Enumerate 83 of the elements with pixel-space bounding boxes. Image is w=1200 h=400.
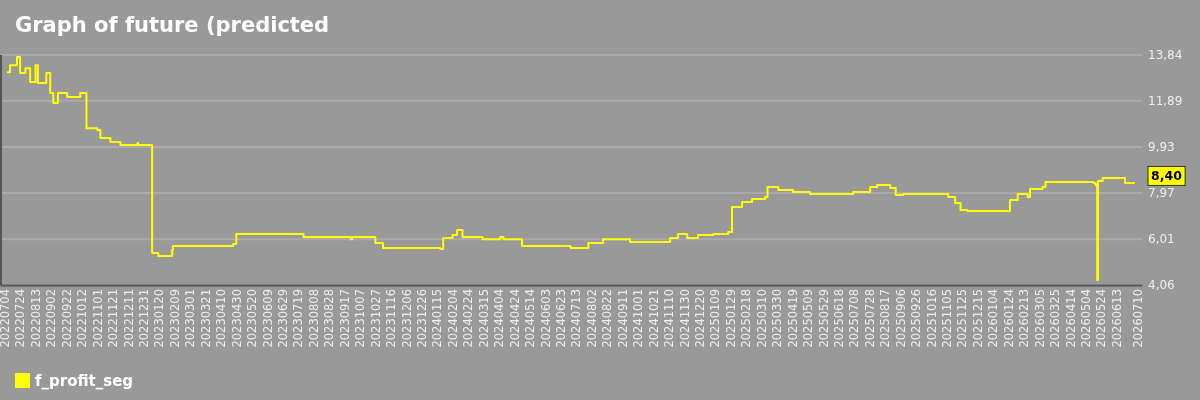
x-tick-label: 20241130	[677, 289, 692, 348]
x-tick-label: 20230209	[167, 289, 182, 348]
x-tick-label: 20250330	[770, 289, 785, 348]
x-tick-label: 20240315	[476, 289, 491, 348]
x-tick-label: 20241220	[692, 289, 707, 348]
x-tick-label: 20231116	[384, 289, 399, 348]
x-tick-label: 20250419	[785, 289, 800, 348]
x-tick-label: 20260710	[1130, 289, 1145, 348]
x-tick-label: 20230520	[245, 289, 260, 348]
x-tick-label: 20230629	[276, 289, 290, 348]
x-tick-label: 20220724	[13, 289, 28, 348]
y-tick-label: 11,89	[1148, 94, 1183, 109]
x-tick-label: 20221121	[106, 289, 121, 348]
x-tick-label: 20230828	[322, 289, 337, 348]
x-tick-label: 20260414	[1063, 289, 1078, 348]
x-tick-label: 20230301	[183, 289, 198, 348]
x-tick-label: 20260213	[1017, 289, 1032, 348]
x-tick-label: 20240802	[584, 289, 599, 348]
x-tick-label: 20230808	[306, 289, 321, 348]
x-tick-label: 20231007	[353, 289, 368, 348]
x-tick-label: 20251105	[940, 289, 955, 348]
x-tick-label: 20240822	[600, 289, 615, 348]
x-tick-label: 20240424	[507, 289, 522, 348]
x-tick-label: 20241110	[662, 289, 677, 348]
x-tick-label: 20250817	[878, 289, 893, 348]
y-tick-label: 13,84	[1148, 48, 1183, 63]
x-tick-label: 20260325	[1048, 289, 1063, 348]
x-tick-label: 20230917	[337, 289, 352, 348]
x-tick-label: 20220704	[0, 289, 13, 348]
x-tick-label: 20240204	[445, 289, 460, 348]
x-tick-label: 20230609	[260, 289, 275, 348]
x-tick-label: 20251016	[924, 289, 939, 348]
legend-label: f_profit_seg	[35, 371, 134, 390]
x-tick-label: 20241021	[646, 289, 661, 348]
x-tick-label: 20260104	[986, 289, 1001, 348]
x-tick-label: 20221211	[121, 289, 136, 348]
x-tick-label: 20251215	[970, 289, 985, 348]
x-tick-label: 20260504	[1079, 289, 1094, 348]
x-tick-label: 20250926	[909, 289, 924, 348]
x-tick-label: 20230430	[229, 289, 244, 348]
chart-title: Graph of future (predicted	[15, 13, 330, 37]
y-tick-label: 4,06	[1148, 278, 1175, 293]
x-tick-label: 20231206	[399, 289, 414, 348]
x-tick-label: 20240623	[553, 289, 568, 348]
value-label: 8,40	[1147, 165, 1186, 186]
x-tick-label: 20240911	[615, 289, 630, 348]
x-tick-label: 20250509	[801, 289, 816, 348]
x-tick-label: 20250728	[862, 289, 877, 348]
x-tick-label: 20240514	[523, 289, 538, 348]
x-tick-label: 20221101	[90, 289, 105, 348]
x-tick-label: 20260124	[1001, 289, 1016, 348]
x-tick-label: 20220902	[44, 289, 59, 348]
x-tick-label: 20220813	[28, 289, 43, 348]
y-tick-label: 7,97	[1148, 186, 1175, 201]
x-tick-label: 20230321	[198, 289, 213, 348]
x-tick-label: 20260524	[1094, 289, 1109, 348]
x-tick-label: 20240115	[430, 289, 445, 348]
x-tick-label: 20250618	[831, 289, 846, 348]
x-tick-label: 20231226	[414, 289, 429, 348]
x-tick-label: 20240224	[461, 289, 476, 348]
x-tick-label: 20230410	[214, 289, 229, 348]
x-tick-label: 20230719	[291, 289, 306, 348]
x-tick-label: 20231027	[368, 289, 383, 348]
x-tick-label: 20220922	[59, 289, 74, 348]
y-tick-label: 6,01	[1148, 232, 1175, 247]
x-tick-label: 20250708	[847, 289, 862, 348]
x-tick-label: 20260305	[1032, 289, 1047, 348]
x-tick-label: 20221012	[75, 289, 90, 348]
x-tick-label: 20250218	[739, 289, 754, 348]
x-tick-label: 20260613	[1109, 289, 1124, 348]
x-tick-label: 20250109	[708, 289, 723, 348]
x-tick-label: 20250529	[816, 289, 831, 348]
x-tick-label: 20221231	[137, 289, 152, 348]
x-tick-label: 20250129	[723, 289, 738, 348]
x-tick-label: 20250310	[754, 289, 769, 348]
x-tick-label: 20241001	[631, 289, 646, 348]
x-tick-label: 20240603	[538, 289, 553, 348]
x-tick-label: 20240404	[492, 289, 507, 348]
x-tick-label: 20251125	[955, 289, 970, 348]
x-tick-label: 20240713	[569, 289, 584, 348]
y-tick-label: 9,93	[1148, 140, 1175, 155]
x-tick-label: 20250906	[893, 289, 908, 348]
x-tick-label: 20230120	[152, 289, 167, 348]
